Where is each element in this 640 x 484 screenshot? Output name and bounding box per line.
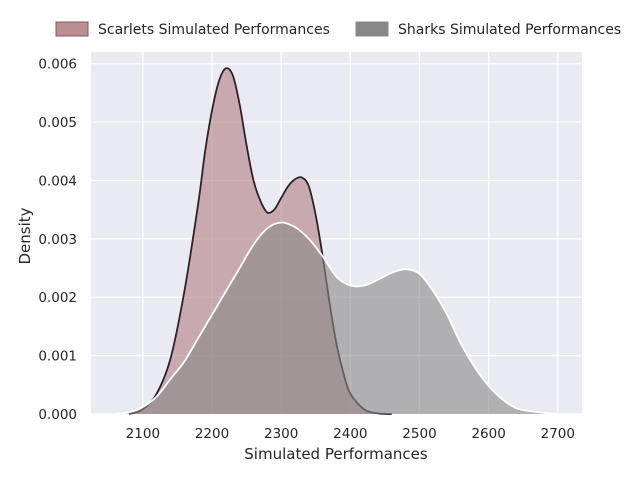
density-line-sharks: [115, 221, 558, 415]
y-tick-label: 0.000: [38, 407, 77, 423]
x-tick-label: 2600: [471, 426, 505, 442]
x-tick-label: 2300: [264, 426, 298, 442]
legend: Scarlets Simulated Performances Sharks S…: [55, 21, 621, 38]
x-tick-label: 2100: [126, 426, 160, 442]
legend-swatch-scarlets: [55, 21, 89, 37]
x-tick-label: 2700: [541, 426, 575, 442]
x-tick-label: 2400: [333, 426, 367, 442]
legend-label-scarlets: Scarlets Simulated Performances: [98, 22, 330, 38]
y-tick-label: 0.004: [38, 173, 77, 189]
legend-label-sharks: Sharks Simulated Performances: [398, 22, 621, 38]
density-area-sharks: [115, 222, 558, 414]
x-axis-label: Simulated Performances: [244, 445, 428, 463]
y-tick-label: 0.001: [38, 349, 77, 365]
y-tick-label: 0.005: [38, 115, 77, 131]
density-areas: [115, 67, 558, 415]
y-axis-ticks: 0.000 0.001 0.002 0.003 0.004 0.005 0.006: [38, 57, 77, 423]
y-tick-label: 0.006: [38, 57, 77, 73]
y-tick-label: 0.003: [38, 232, 77, 248]
legend-swatch-sharks: [355, 21, 389, 37]
y-axis-label: Density: [16, 207, 34, 264]
x-tick-label: 2200: [195, 426, 229, 442]
x-axis-ticks: 2100 2200 2300 2400 2500 2600 2700: [126, 426, 575, 442]
y-tick-label: 0.002: [38, 290, 77, 306]
x-tick-label: 2500: [402, 426, 436, 442]
